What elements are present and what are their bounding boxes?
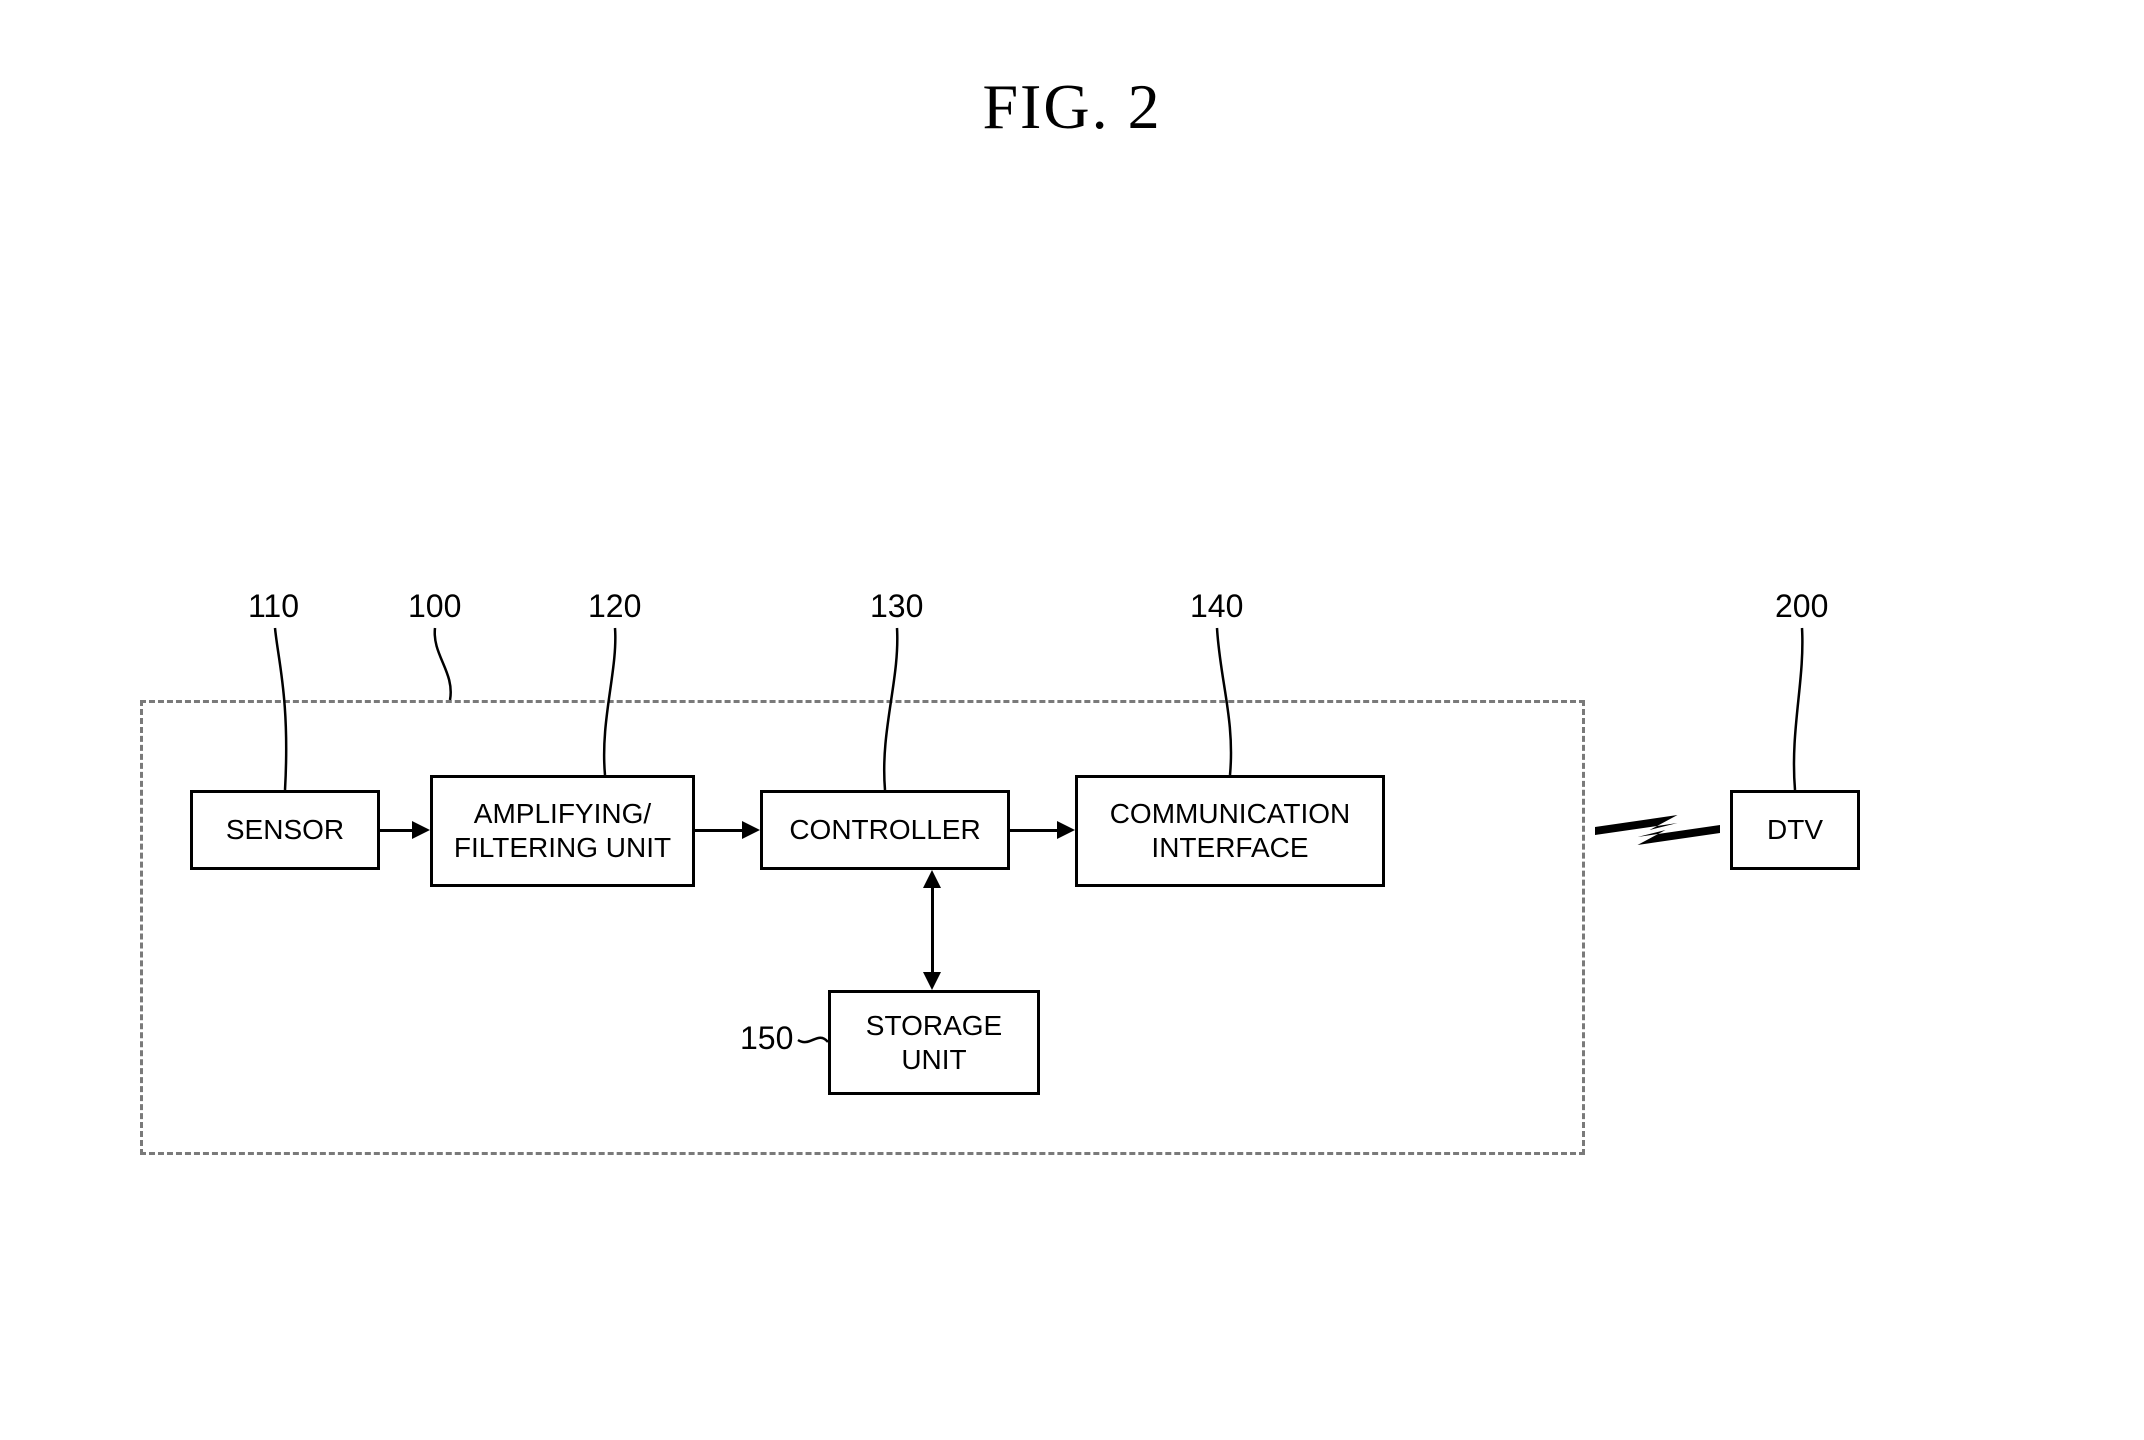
block-comm: COMMUNICATION INTERFACE [1075, 775, 1385, 887]
arrow-head-up-icon [923, 870, 941, 888]
block-amp: AMPLIFYING/ FILTERING UNIT [430, 775, 695, 887]
ref-130: 130 [870, 588, 923, 625]
wireless-link-icon [1595, 805, 1720, 855]
ref-200: 200 [1775, 588, 1828, 625]
arrow-v-line [931, 884, 934, 976]
ref-120: 120 [588, 588, 641, 625]
wireless-bolt-left [1595, 815, 1678, 835]
arrow-head-icon [1057, 821, 1075, 839]
ref-150: 150 [740, 1020, 793, 1057]
block-dtv: DTV [1730, 790, 1860, 870]
ref-110: 110 [248, 588, 299, 625]
arrow-head-down-icon [923, 972, 941, 990]
block-sensor: SENSOR [190, 790, 380, 870]
arrow-head-icon [742, 821, 760, 839]
arrow-line [695, 829, 744, 832]
arrow-line [1010, 829, 1059, 832]
arrow-head-icon [412, 821, 430, 839]
ref-140: 140 [1190, 588, 1243, 625]
block-storage: STORAGE UNIT [828, 990, 1040, 1095]
leader-100 [435, 628, 451, 700]
leader-200 [1794, 628, 1802, 790]
wireless-bolt-right [1638, 825, 1721, 845]
figure-title: FIG. 2 [982, 70, 1161, 144]
block-controller: CONTROLLER [760, 790, 1010, 870]
arrow-line [380, 829, 414, 832]
ref-100: 100 [408, 588, 461, 625]
